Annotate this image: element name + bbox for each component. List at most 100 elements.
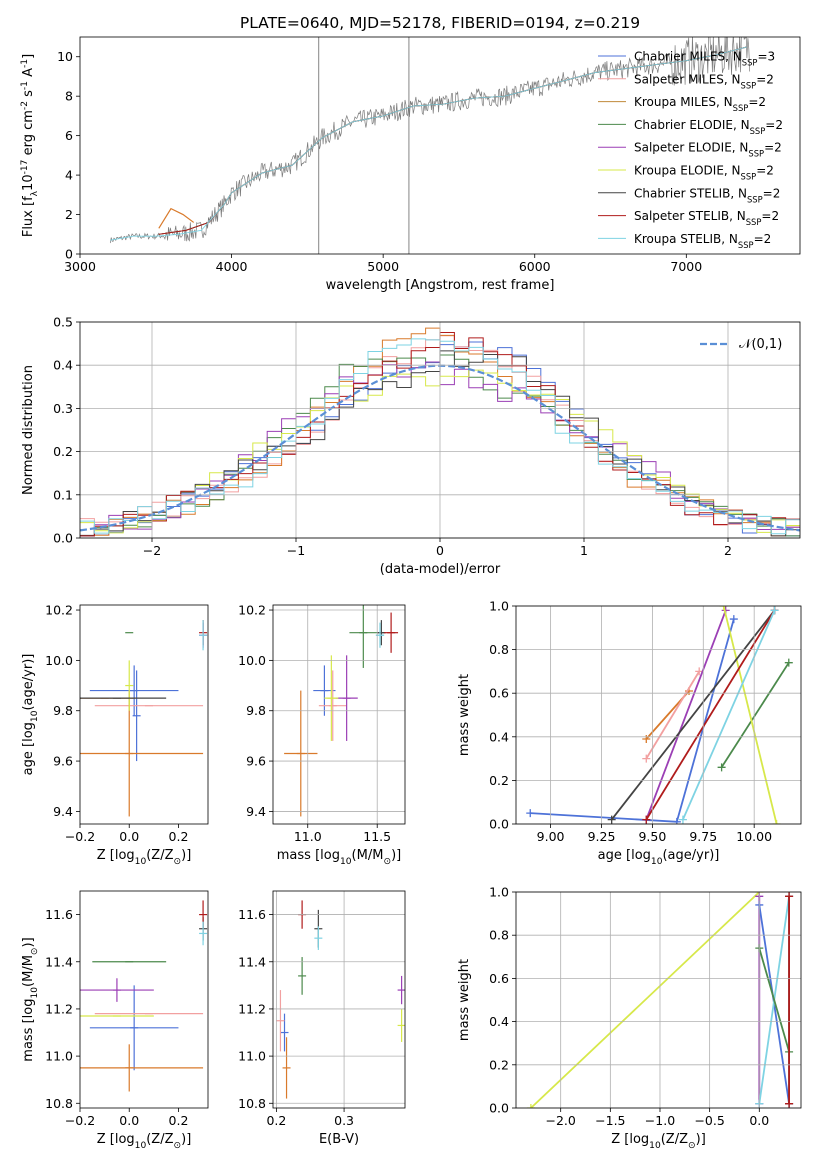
error-bar-point <box>397 975 405 1005</box>
panel-residuals: −2 −1 0 1 2 0.0 0.1 0.2 0.3 0.4 0.5 (data-model)/er… <box>21 315 801 577</box>
y-tick-label: 2 <box>65 207 73 222</box>
y-tick-label: 9.6 <box>53 754 73 769</box>
grid <box>273 605 405 824</box>
y-tick-label: 0.4 <box>53 358 73 373</box>
weight-line <box>720 662 790 768</box>
x-axis-label: Z [log10(Z/Z⊙)] <box>97 848 192 867</box>
x-tick-label: −2.0 <box>546 1113 576 1128</box>
grid <box>516 891 801 1109</box>
plot-frame <box>272 604 406 825</box>
y-tick-label: 11.0 <box>238 1049 266 1064</box>
point-marker <box>526 1104 535 1108</box>
error-bar-point <box>276 990 285 1052</box>
point-marker <box>717 763 726 772</box>
y-tick-label: 11.6 <box>45 907 73 922</box>
y-tick-label: 9.8 <box>53 703 73 718</box>
y-axis-label: Normed distribution <box>21 365 36 495</box>
legend-label: Chabrier MILES, NSSP=3 <box>634 50 775 68</box>
plot-area <box>80 620 208 817</box>
y-tick-label: 9.6 <box>246 754 266 769</box>
y-tick-label: 0.2 <box>53 444 73 459</box>
point-marker <box>719 606 728 610</box>
x-tick-label: −1.0 <box>645 1113 675 1128</box>
y-tick-label: 0.3 <box>53 401 73 416</box>
y-tick-label: 9.4 <box>246 804 266 819</box>
panel-spectrum: 3000 4000 5000 6000 7000 0 2 4 6 8 10 wavelength [A… <box>20 36 801 293</box>
x-tick-label: 7000 <box>670 259 702 274</box>
weight-line <box>645 609 776 821</box>
point-marker <box>672 817 681 824</box>
x-tick-label: 0.2 <box>169 829 189 844</box>
y-axis-label: age [log10(age/yr)] <box>21 654 40 776</box>
plot-frame <box>272 890 406 1109</box>
x-tick-label: 9.75 <box>689 829 717 844</box>
legend-label: Salpeter STELIB, NSSP=2 <box>634 209 779 227</box>
error-bar-point <box>282 1037 291 1099</box>
y-axis-label: Flux [fλ10-17 erg cm-2 s-1 A-1] <box>20 54 40 237</box>
x-tick-label: 0.0 <box>119 1113 139 1128</box>
plot-frame <box>79 890 209 1109</box>
panel-age-vs-Z: −0.2 0.0 0.2 9.4 9.6 9.8 10.0 10.2 Z [log10(Z/Z⊙… <box>21 603 209 867</box>
y-tick-label: 8 <box>65 89 73 104</box>
x-tick-label: 9.25 <box>588 829 616 844</box>
legend: 𝒩(0,1) <box>700 337 782 352</box>
y-tick-label: 0.1 <box>53 487 73 502</box>
x-tick-label: −2 <box>143 543 161 558</box>
y-tick-label: 10.2 <box>238 603 266 618</box>
error-bar-point <box>132 670 141 762</box>
x-tick-label: 6000 <box>519 259 551 274</box>
x-axis-label: E(B-V) <box>319 1132 359 1147</box>
y-axis-label: mass weight <box>457 959 472 1041</box>
plot-frame <box>79 604 209 825</box>
error-bar-point <box>318 670 347 741</box>
legend: Chabrier MILES, NSSP=3 Salpeter MILES, NS… <box>598 50 783 250</box>
weight-line <box>610 609 776 821</box>
plot-area <box>80 900 208 1092</box>
weight-line <box>530 892 760 1108</box>
y-tick-label: 11.0 <box>45 1049 73 1064</box>
y-tick-label: 0.0 <box>489 817 509 832</box>
point-marker <box>642 734 651 743</box>
error-bar-point <box>397 1008 405 1042</box>
model-line <box>158 207 195 229</box>
grid <box>80 321 800 539</box>
y-tick-label: 0 <box>65 247 73 262</box>
plot-area <box>284 605 399 817</box>
weight-line <box>758 947 790 1053</box>
x-tick-label: 0.2 <box>266 1113 286 1128</box>
x-axis-label: wavelength [Angstrom, rest frame] <box>326 278 555 293</box>
y-tick-label: 0.5 <box>53 315 73 330</box>
y-axis-label: mass weight <box>457 674 472 756</box>
point-marker <box>642 754 651 763</box>
y-tick-label: 1.0 <box>489 599 509 614</box>
legend-label: Salpeter ELODIE, NSSP=2 <box>634 141 782 159</box>
plot-frame <box>515 891 802 1109</box>
point-marker <box>785 1099 794 1108</box>
plot-frame <box>79 36 801 255</box>
y-tick-label: 6 <box>65 128 73 143</box>
y-tick-label: 11.2 <box>45 1001 73 1016</box>
y-tick-label: 10.2 <box>45 603 73 618</box>
y-tick-label: 11.4 <box>238 954 266 969</box>
y-tick-label: 0.0 <box>53 531 73 546</box>
y-tick-label: 10.0 <box>45 653 73 668</box>
legend-label: Kroupa ELODIE, NSSP=2 <box>634 164 774 182</box>
x-tick-label: 4000 <box>216 259 248 274</box>
error-bar-point <box>298 957 307 995</box>
error-bar-point <box>324 655 339 741</box>
observed-spectrum <box>109 37 751 244</box>
error-bar-point <box>284 690 318 817</box>
weight-line <box>722 606 778 824</box>
x-tick-label: 0.0 <box>119 829 139 844</box>
error-bar-point <box>89 985 179 1071</box>
x-axis-label: Z [log10(Z/Z⊙)] <box>611 1132 706 1151</box>
x-tick-label: −1.5 <box>595 1113 625 1128</box>
point-marker <box>678 815 687 824</box>
error-bar-point <box>199 620 208 651</box>
y-tick-label: 9.4 <box>53 804 73 819</box>
point-marker <box>770 606 779 615</box>
y-tick-label: 0.8 <box>489 928 509 943</box>
x-tick-label: 5000 <box>367 259 399 274</box>
grid <box>516 605 801 825</box>
y-tick-label: 11.2 <box>238 1001 266 1016</box>
